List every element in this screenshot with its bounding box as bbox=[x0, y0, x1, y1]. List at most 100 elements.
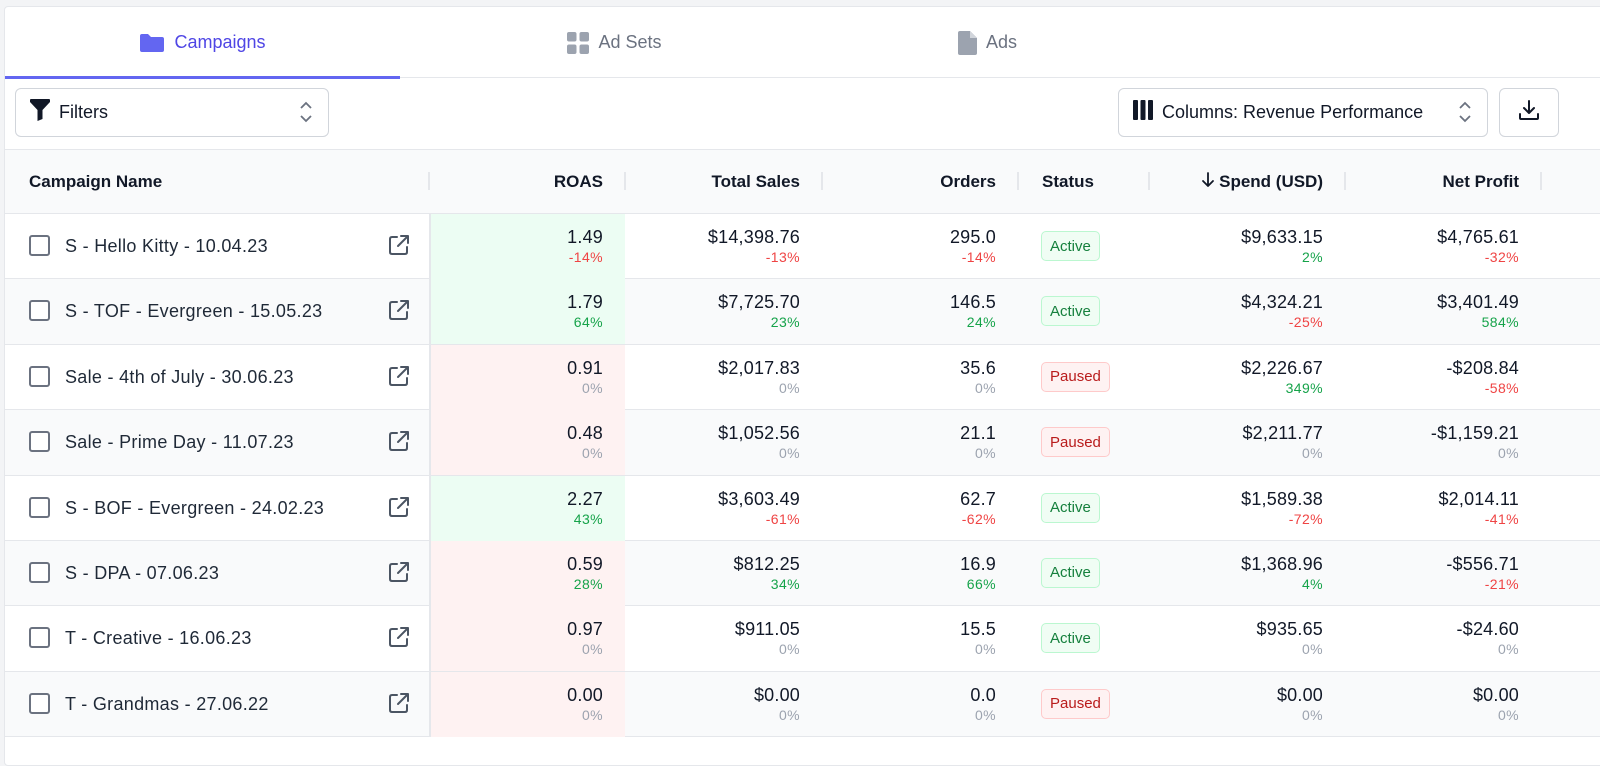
net-profit-value: -$1,159.21 0% bbox=[1430, 423, 1519, 462]
campaign-name[interactable]: S - Hello Kitty - 10.04.23 bbox=[65, 236, 268, 256]
header-spend[interactable]: Spend (USD) bbox=[1160, 150, 1323, 214]
net-profit-value: $3,401.49 584% bbox=[1437, 292, 1519, 331]
chevron-up-down-icon bbox=[300, 101, 312, 128]
table-row[interactable]: S - BOF - Evergreen - 24.02.23 2.27 43% $… bbox=[5, 475, 1600, 541]
roas-value: 1.79 64% bbox=[567, 292, 603, 331]
campaign-name[interactable]: S - BOF - Evergreen - 24.02.23 bbox=[65, 497, 325, 518]
orders-value: 15.5 0% bbox=[960, 619, 996, 658]
row-checkbox[interactable] bbox=[29, 496, 50, 518]
external-link-icon[interactable] bbox=[387, 691, 411, 720]
campaign-name[interactable]: Sale - Prime Day - 11.07.23 bbox=[65, 432, 294, 453]
status-badge: Paused bbox=[1041, 688, 1110, 719]
orders-value: 146.5 24% bbox=[949, 292, 996, 331]
row-checkbox[interactable] bbox=[29, 235, 50, 256]
chevron-up-down-icon bbox=[1459, 101, 1471, 128]
orders-value: 62.7 -62% bbox=[960, 488, 996, 527]
download-button[interactable] bbox=[1499, 88, 1559, 137]
roas-cell-bg bbox=[429, 540, 625, 606]
orders-value: 0.0 0% bbox=[970, 684, 996, 723]
spend-value: $2,226.67 349% bbox=[1241, 357, 1323, 396]
total-sales-value: $2,017.83 0% bbox=[718, 357, 800, 396]
campaigns-table: Campaign Name ROAS Total Sales Orders St… bbox=[5, 149, 1600, 738]
roas-value: 0.91 0% bbox=[567, 357, 603, 396]
external-link-icon[interactable] bbox=[387, 560, 411, 589]
columns-icon bbox=[1133, 100, 1153, 125]
spend-value: $1,368.96 4% bbox=[1241, 553, 1323, 592]
columns-label: Columns: Revenue Performance bbox=[1162, 102, 1424, 122]
table-row[interactable]: T - Creative - 16.06.23 0.97 0% $911.05 0%… bbox=[5, 606, 1600, 672]
table-row[interactable]: S - DPA - 07.06.23 0.59 28% $812.25 34% 16… bbox=[5, 540, 1600, 607]
total-sales-value: $14,398.76 -13% bbox=[707, 227, 800, 265]
grid-icon bbox=[567, 31, 590, 54]
roas-value: 2.27 43% bbox=[567, 488, 603, 527]
column-divider bbox=[1344, 172, 1346, 190]
tab-ads[interactable]: Ads bbox=[790, 7, 1185, 78]
table-row[interactable]: T - Grandmas - 27.06.22 0.00 0% $0.00 0% 0… bbox=[5, 671, 1600, 738]
header-net-profit[interactable]: Net Profit bbox=[1442, 172, 1520, 191]
row-checkbox[interactable] bbox=[29, 365, 50, 387]
download-icon bbox=[1518, 99, 1540, 126]
header-status[interactable]: Status bbox=[1042, 172, 1094, 191]
roas-value: 0.48 0% bbox=[567, 423, 603, 462]
column-divider bbox=[1017, 172, 1019, 190]
row-checkbox[interactable] bbox=[29, 300, 50, 322]
status-badge: Paused bbox=[1041, 361, 1110, 392]
external-link-icon[interactable] bbox=[387, 495, 411, 524]
header-total-sales[interactable]: Total Sales bbox=[711, 172, 801, 191]
net-profit-value: $4,765.61 -32% bbox=[1437, 227, 1519, 265]
table-row[interactable]: Sale - Prime Day - 11.07.23 0.48 0% $1,05… bbox=[5, 410, 1600, 476]
campaign-name[interactable]: T - Creative - 16.06.23 bbox=[65, 628, 252, 649]
table-row[interactable]: S - TOF - Evergreen - 15.05.23 1.79 64% $… bbox=[5, 279, 1600, 345]
total-sales-value: $911.05 0% bbox=[734, 619, 800, 658]
column-divider bbox=[1540, 172, 1542, 190]
table-row[interactable]: Sale - 4th of July - 30.06.23 0.91 0% $2,… bbox=[5, 344, 1600, 411]
spend-value: $2,211.77 0% bbox=[1242, 423, 1323, 462]
header-orders[interactable]: Orders bbox=[940, 172, 996, 191]
tab-campaigns[interactable]: Campaigns bbox=[5, 7, 400, 79]
campaign-name[interactable]: S - TOF - Evergreen - 15.05.23 bbox=[65, 301, 323, 322]
row-checkbox[interactable] bbox=[29, 431, 50, 453]
campaign-name[interactable]: S - DPA - 07.06.23 bbox=[65, 562, 220, 583]
spend-value: $4,324.21 -25% bbox=[1241, 292, 1323, 331]
folder-icon bbox=[139, 33, 165, 53]
external-link-icon[interactable] bbox=[387, 364, 411, 393]
external-link-icon[interactable] bbox=[387, 429, 411, 458]
roas-cell-bg bbox=[429, 214, 625, 279]
roas-cell-bg bbox=[429, 410, 625, 476]
filters-select[interactable]: Filters bbox=[15, 88, 329, 137]
campaign-name[interactable]: Sale - 4th of July - 30.06.23 bbox=[65, 366, 294, 387]
status-badge: Active bbox=[1041, 296, 1100, 327]
roas-cell-bg bbox=[429, 279, 625, 345]
status-badge: Active bbox=[1041, 231, 1100, 261]
header-campaign-name[interactable]: Campaign Name bbox=[29, 150, 430, 214]
tab-label: Ads bbox=[985, 32, 1018, 52]
campaign-name[interactable]: T - Grandmas - 27.06.22 bbox=[65, 693, 269, 714]
external-link-icon[interactable] bbox=[387, 233, 411, 262]
external-link-icon[interactable] bbox=[387, 625, 411, 654]
table-row[interactable]: S - Hello Kitty - 10.04.23 1.49 -14% $14,… bbox=[5, 214, 1600, 280]
row-checkbox[interactable] bbox=[29, 561, 50, 583]
row-checkbox[interactable] bbox=[29, 627, 50, 649]
column-divider bbox=[428, 172, 430, 190]
spend-value: $0.00 0% bbox=[1276, 684, 1323, 723]
roas-cell-bg bbox=[429, 671, 625, 737]
total-sales-value: $1,052.56 0% bbox=[718, 423, 800, 462]
tab-ad-sets[interactable]: Ad Sets bbox=[417, 7, 812, 78]
columns-select[interactable]: Columns: Revenue Performance bbox=[1118, 88, 1488, 137]
spend-value: $1,589.38 -72% bbox=[1241, 488, 1323, 527]
roas-cell-bg bbox=[429, 475, 625, 541]
roas-value: 0.59 28% bbox=[567, 553, 603, 592]
column-divider bbox=[624, 172, 626, 190]
roas-value: 0.97 0% bbox=[567, 619, 603, 658]
spend-value: $935.65 0% bbox=[1256, 619, 1323, 658]
spend-value: $9,633.15 2% bbox=[1241, 227, 1323, 265]
orders-value: 21.1 0% bbox=[960, 423, 996, 462]
external-link-icon[interactable] bbox=[387, 298, 411, 327]
tab-label: Campaigns bbox=[174, 32, 266, 52]
roas-value: 0.00 0% bbox=[567, 684, 603, 723]
net-profit-value: -$208.84 -58% bbox=[1446, 357, 1519, 396]
header-roas[interactable]: ROAS bbox=[553, 172, 603, 191]
roas-cell-bg bbox=[429, 344, 625, 410]
row-checkbox[interactable] bbox=[29, 692, 50, 714]
status-badge: Active bbox=[1041, 623, 1100, 654]
